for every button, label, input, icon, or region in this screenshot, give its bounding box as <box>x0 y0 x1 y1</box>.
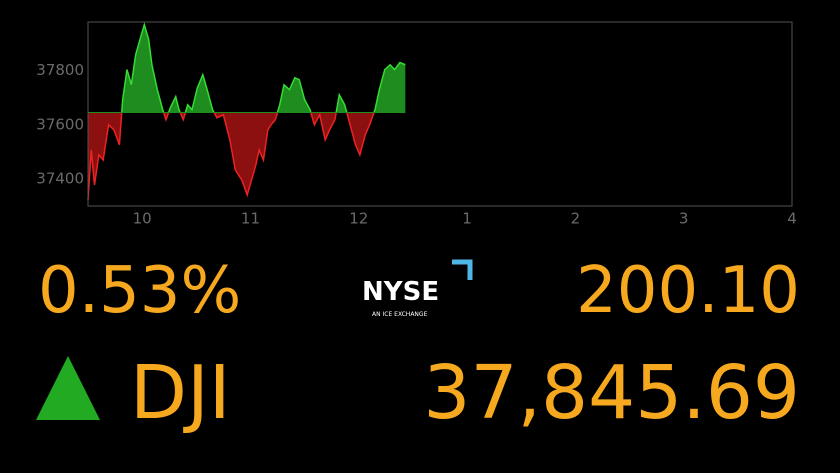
y-tick-label: 37400 <box>36 169 84 187</box>
x-tick-label: 1 <box>462 210 472 228</box>
plot-frame <box>87 21 793 207</box>
y-tick-label: 37800 <box>36 61 84 79</box>
symbol: DJI <box>130 350 231 436</box>
line-down <box>87 112 375 201</box>
percent-change: 0.53% <box>38 254 241 328</box>
line-up <box>120 22 406 113</box>
x-tick-label: 10 <box>133 210 152 228</box>
price: 37,845.69 <box>423 350 800 436</box>
area-up <box>88 24 406 113</box>
x-tick-label: 2 <box>571 210 581 228</box>
exchange-logo: NYSE AN ICE EXCHANGE <box>362 259 473 318</box>
x-tick-label: 11 <box>241 210 260 228</box>
up-arrow <box>36 356 100 420</box>
x-tick-label: 4 <box>787 210 797 228</box>
exchange-tagline: AN ICE EXCHANGE <box>372 311 428 318</box>
exchange-name: NYSE <box>362 277 439 307</box>
point-change: 200.10 <box>576 254 800 328</box>
y-tick-label: 37600 <box>36 115 84 133</box>
logo-bracket <box>452 259 473 280</box>
x-tick-label: 12 <box>349 210 368 228</box>
area-down <box>88 112 375 201</box>
x-tick-label: 3 <box>679 210 689 228</box>
